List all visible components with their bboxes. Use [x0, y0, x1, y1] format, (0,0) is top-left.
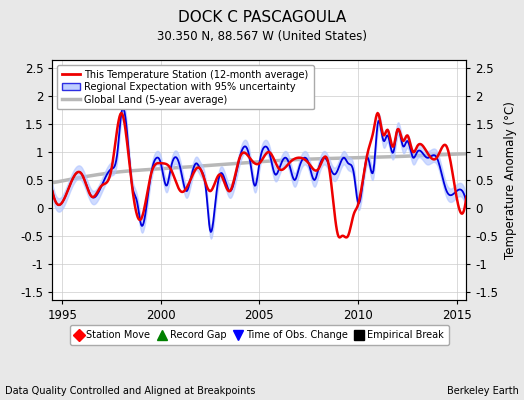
Legend: Station Move, Record Gap, Time of Obs. Change, Empirical Break: Station Move, Record Gap, Time of Obs. C… — [70, 325, 449, 345]
Text: Data Quality Controlled and Aligned at Breakpoints: Data Quality Controlled and Aligned at B… — [5, 386, 256, 396]
Text: Berkeley Earth: Berkeley Earth — [447, 386, 519, 396]
Y-axis label: Temperature Anomaly (°C): Temperature Anomaly (°C) — [504, 101, 517, 259]
Text: 30.350 N, 88.567 W (United States): 30.350 N, 88.567 W (United States) — [157, 30, 367, 43]
Text: DOCK C PASCAGOULA: DOCK C PASCAGOULA — [178, 10, 346, 25]
Legend: This Temperature Station (12-month average), Regional Expectation with 95% uncer: This Temperature Station (12-month avera… — [57, 65, 313, 110]
